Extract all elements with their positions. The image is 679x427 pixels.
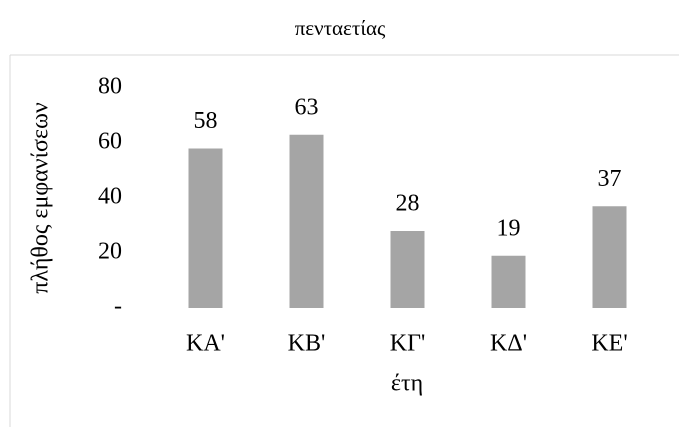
x-axis-label: έτη	[391, 371, 423, 397]
data-label: 58	[194, 108, 218, 134]
x-tick-label: ΚΒ'	[288, 331, 326, 357]
data-label: 63	[295, 94, 319, 120]
x-tick-label: ΚΕ'	[591, 331, 627, 357]
bar	[289, 134, 324, 308]
y-tick-label: -	[114, 294, 122, 320]
data-label: 19	[497, 215, 521, 241]
y-tick-label: 40	[98, 184, 122, 210]
y-axis-label: πλήθος εμφανίσεων	[28, 102, 54, 294]
y-tick-label: 60	[98, 129, 122, 155]
x-tick-label: ΚΑ'	[186, 331, 225, 357]
bar	[491, 255, 526, 308]
chart-title: πενταετίας	[295, 16, 386, 40]
x-tick-label: ΚΔ'	[490, 331, 527, 357]
bar	[390, 231, 425, 308]
data-label: 28	[396, 191, 420, 217]
bar	[188, 148, 223, 308]
bar	[592, 206, 627, 308]
data-label: 37	[598, 166, 622, 192]
y-tick-label: 20	[98, 239, 122, 265]
y-tick-label: 80	[98, 74, 122, 100]
x-tick-label: ΚΓ'	[390, 331, 426, 357]
